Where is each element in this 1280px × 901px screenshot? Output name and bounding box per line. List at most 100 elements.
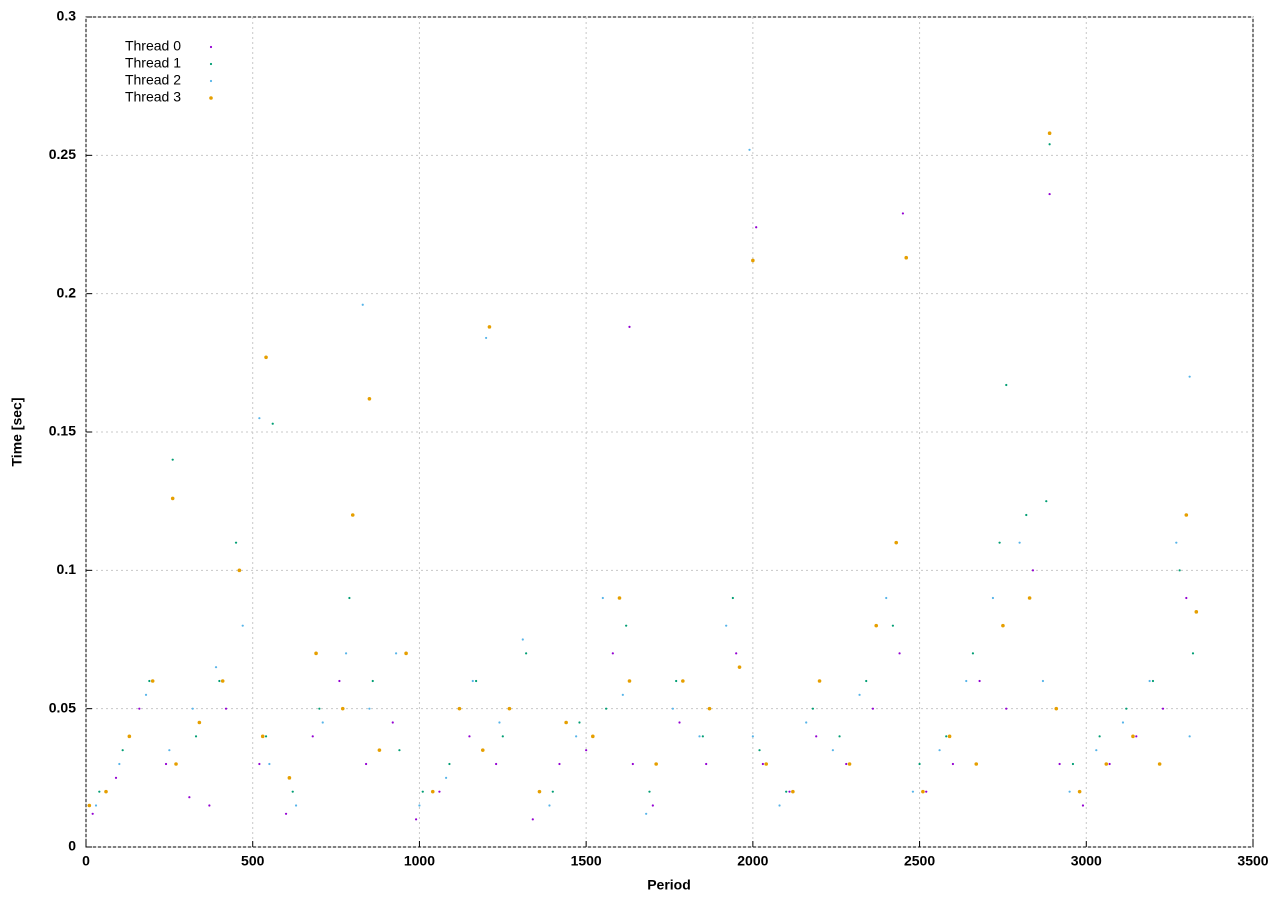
point: [731, 596, 734, 600]
point: [445, 776, 448, 779]
point: [1025, 513, 1028, 517]
point: [838, 735, 841, 738]
point: [654, 762, 658, 766]
point: [471, 679, 474, 683]
x-tick-label: 0: [82, 853, 90, 869]
point: [605, 707, 608, 710]
point: [778, 804, 781, 807]
point: [885, 596, 888, 600]
point: [1081, 804, 1085, 807]
point: [94, 804, 98, 807]
legend-label: Thread 3: [125, 89, 181, 105]
point: [224, 707, 228, 710]
legend-marker: [209, 96, 213, 100]
point: [457, 706, 462, 711]
point: [121, 749, 124, 752]
point: [421, 790, 424, 793]
point: [264, 355, 268, 360]
point: [974, 762, 979, 766]
point: [991, 596, 995, 600]
point: [525, 652, 528, 655]
point: [480, 748, 485, 752]
point: [748, 148, 751, 151]
point: [1185, 596, 1188, 600]
point: [1054, 706, 1059, 711]
point: [847, 762, 852, 766]
point: [1077, 789, 1082, 794]
point: [1098, 735, 1101, 738]
point: [998, 541, 1001, 544]
point: [260, 734, 265, 739]
point: [811, 707, 814, 710]
point: [751, 735, 754, 738]
y-tick-label: 0.3: [57, 8, 77, 24]
point: [591, 734, 595, 739]
point: [287, 776, 292, 780]
point: [197, 720, 202, 725]
point: [391, 721, 394, 724]
y-tick-label: 0.2: [57, 284, 77, 300]
point: [621, 693, 624, 696]
point: [241, 624, 244, 627]
point: [1048, 143, 1051, 146]
point: [645, 812, 648, 815]
point: [951, 762, 955, 766]
point: [1135, 735, 1138, 738]
point: [188, 796, 191, 799]
point: [1041, 679, 1045, 683]
point: [291, 790, 294, 793]
point: [87, 803, 92, 808]
point: [414, 818, 418, 821]
point: [487, 325, 492, 329]
point: [1018, 541, 1021, 544]
legend-marker: [209, 79, 213, 83]
point: [631, 762, 634, 766]
point: [531, 818, 534, 821]
point: [144, 693, 148, 696]
point: [318, 707, 321, 710]
x-tick-label: 2500: [904, 853, 935, 869]
point: [904, 255, 909, 260]
point: [551, 790, 554, 793]
point: [601, 596, 604, 600]
point: [891, 624, 894, 627]
point: [1194, 610, 1199, 614]
point: [521, 638, 524, 641]
y-axis-label: Time [sec]: [9, 398, 25, 467]
legend-marker: [209, 45, 213, 49]
point: [468, 735, 471, 738]
point: [268, 762, 271, 766]
point: [114, 776, 118, 779]
point: [507, 706, 512, 711]
x-axis-label: Period: [647, 877, 691, 893]
point: [220, 679, 225, 683]
x-tick-label: 3000: [1071, 853, 1102, 869]
point: [394, 652, 398, 655]
point: [91, 812, 94, 815]
point: [1148, 679, 1151, 683]
point: [617, 596, 622, 600]
point: [921, 789, 925, 794]
point: [361, 303, 364, 306]
point: [264, 735, 268, 738]
point: [377, 748, 382, 752]
x-tick-label: 1500: [571, 853, 602, 869]
point: [575, 735, 578, 738]
point: [585, 749, 588, 752]
point: [698, 735, 701, 738]
point: [651, 804, 654, 807]
point: [894, 540, 899, 545]
point: [191, 707, 194, 710]
x-tick-label: 500: [241, 853, 265, 869]
point: [1058, 762, 1061, 766]
x-tick-label: 1000: [404, 853, 435, 869]
point: [371, 679, 374, 683]
point: [148, 679, 151, 683]
point: [918, 762, 921, 766]
point: [725, 624, 728, 627]
x-tick-label: 3500: [1237, 853, 1268, 869]
point: [348, 596, 351, 600]
point: [858, 693, 861, 696]
point: [871, 707, 874, 710]
